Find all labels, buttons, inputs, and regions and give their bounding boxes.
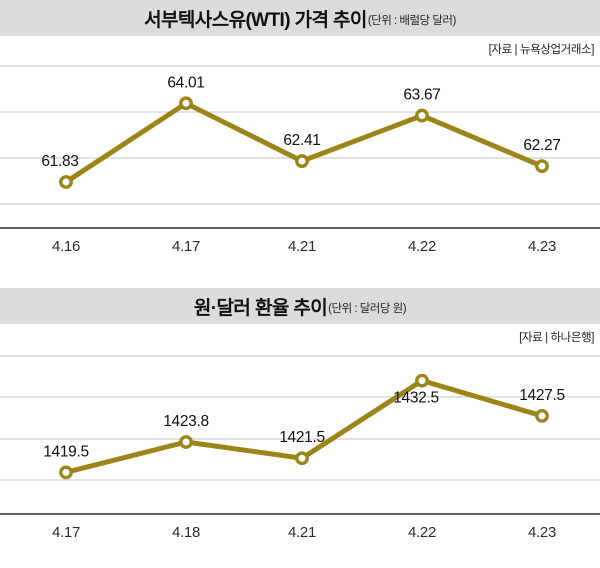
data-point-value-label: 1419.5: [43, 443, 89, 460]
x-axis-tick-label: 4.23: [528, 238, 556, 255]
data-point-marker: [59, 465, 73, 480]
panel-wti: 서부텍사스유(WTI) 가격 추이 (단위 : 배럴당 달러) [자료 | 뉴욕상…: [0, 0, 600, 270]
x-axis-tick-label: 4.22: [408, 524, 436, 541]
x-axis-tick-label: 4.16: [52, 238, 80, 255]
page-title-won-dollar: 원·달러 환율 추이: [193, 297, 328, 319]
data-point-marker: [415, 373, 429, 388]
x-axis-tick-label: 4.23: [528, 524, 556, 541]
data-point-value-label: 64.01: [167, 74, 204, 91]
panel-header-wti: 서부텍사스유(WTI) 가격 추이 (단위 : 배럴당 달러): [0, 0, 600, 36]
x-axis-labels-won-dollar: 4.17 4.18 4.21 4.22 4.23: [0, 516, 600, 556]
data-point-value-label: 1427.5: [519, 387, 565, 404]
data-point-value-label: 63.67: [403, 87, 440, 104]
x-axis-labels-wti: 4.16 4.17 4.21 4.22 4.23: [0, 230, 600, 270]
x-axis-tick-label: 4.17: [52, 524, 80, 541]
data-point-marker: [535, 408, 549, 423]
data-point-value-label: 62.27: [523, 137, 560, 154]
panel-source-wti: [자료 | 뉴욕상업거래소]: [488, 44, 595, 56]
plot-area-wti: 61.83 64.01 62.41 63.67 62.27: [0, 62, 600, 230]
panel-won-dollar: 원·달러 환율 추이 (단위 : 달러당 원) [자료 | 하나은행] 1419.…: [0, 288, 600, 556]
panel-source-won-dollar: [자료 | 하나은행]: [519, 332, 594, 344]
data-point-value-label: 1423.8: [163, 413, 209, 430]
data-point-marker: [179, 435, 193, 449]
data-point-value-label: 62.41: [283, 132, 320, 149]
page-title-wti: 서부텍사스유(WTI) 가격 추이: [144, 9, 367, 31]
data-point-marker: [535, 159, 549, 174]
data-point-value-label: 1421.5: [279, 429, 325, 446]
panel-unit-won-dollar: (단위 : 달러당 원): [328, 303, 407, 315]
panel-source-row-wti: [자료 | 뉴욕상업거래소]: [0, 36, 600, 62]
x-axis-tick-label: 4.18: [172, 524, 200, 541]
panel-header-won-dollar: 원·달러 환율 추이 (단위 : 달러당 원): [0, 288, 600, 324]
data-point-value-label: 61.83: [41, 153, 78, 170]
line-chart-won-dollar: 1419.5 1423.8 1421.5 1432.5 1427.5: [0, 355, 600, 515]
x-axis-tick-label: 4.21: [288, 238, 316, 255]
data-point-value-label: 1432.5: [393, 390, 439, 407]
data-point-marker: [179, 96, 193, 111]
data-point-marker: [295, 154, 309, 168]
x-axis-tick-label: 4.17: [172, 238, 200, 255]
x-axis-tick-label: 4.21: [288, 524, 316, 541]
plot-area-won-dollar: 1419.5 1423.8 1421.5 1432.5 1427.5: [0, 350, 600, 516]
data-point-marker: [295, 451, 309, 466]
panel-unit-wti: (단위 : 배럴당 달러): [367, 15, 457, 27]
x-axis-tick-label: 4.22: [408, 238, 436, 255]
data-point-marker: [59, 175, 73, 189]
panel-divider-gap: [0, 270, 600, 288]
line-chart-wti: 61.83 64.01 62.41 63.67 62.27: [0, 65, 600, 229]
data-point-marker: [415, 108, 429, 123]
panel-source-row-won-dollar: [자료 | 하나은행]: [0, 324, 600, 350]
